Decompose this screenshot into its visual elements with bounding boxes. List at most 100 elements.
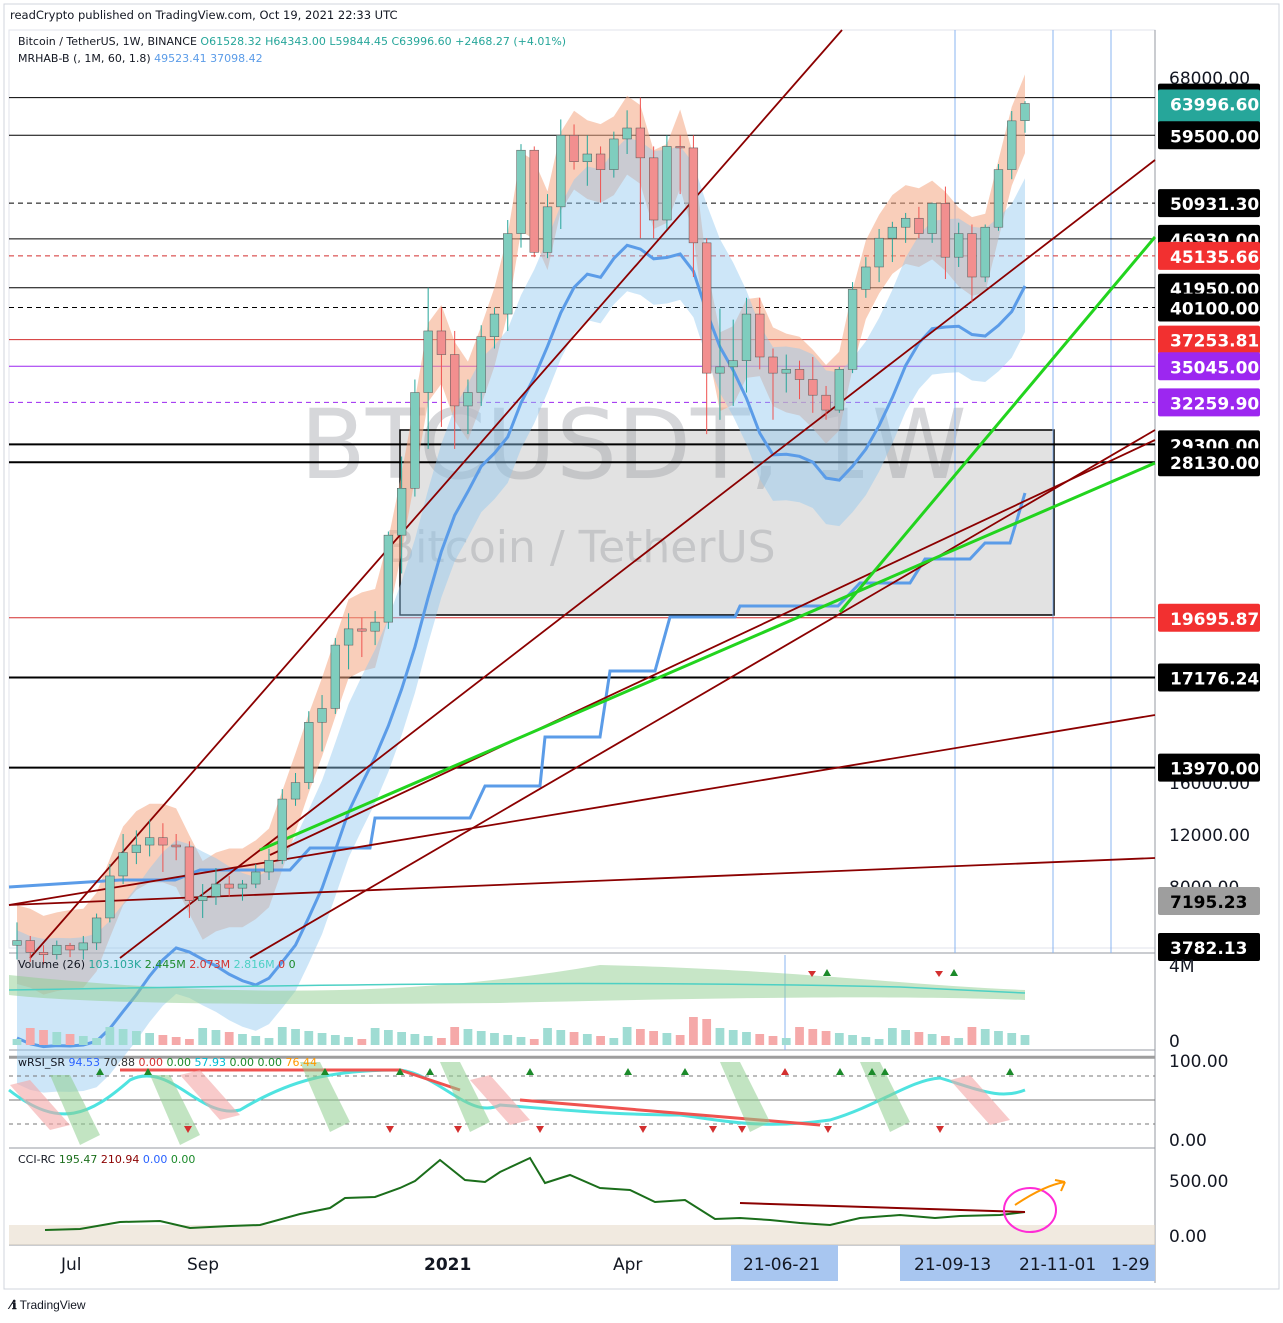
- candle-body: [78, 942, 88, 951]
- volume-bar: [450, 1027, 460, 1045]
- price-label-text: 45135.66: [1170, 248, 1259, 268]
- volume-bar: [941, 1036, 950, 1045]
- range-box: [399, 429, 1055, 616]
- tradingview-logo[interactable]: ∕ℹ TradingView: [10, 1298, 86, 1312]
- signal-arrow-icon: [738, 1126, 746, 1133]
- price-label-bg: [1158, 887, 1260, 915]
- volume-bar: [967, 1027, 977, 1045]
- trend-line: [119, 159, 1156, 959]
- signal-arrow-icon: [184, 1126, 192, 1133]
- volume-bar: [1007, 1033, 1017, 1045]
- signal-arrow-icon: [386, 1126, 394, 1133]
- rsi-axis-tick: 100.00: [1169, 1052, 1228, 1072]
- candle-body: [794, 369, 805, 380]
- price-label-text: 28130.00: [1170, 454, 1259, 474]
- candle-body: [317, 708, 327, 723]
- candle-body: [741, 313, 752, 361]
- volume-bar: [901, 1030, 911, 1045]
- cci-axis-tick: 500.00: [1169, 1172, 1228, 1192]
- volume-bar: [78, 1036, 88, 1045]
- signal-arrow-icon: [639, 1126, 647, 1133]
- candle-body: [410, 392, 420, 489]
- candle-body: [198, 896, 208, 901]
- volume-bar: [742, 1032, 751, 1045]
- candle-body: [901, 217, 911, 228]
- highlight-circle: [1003, 1187, 1057, 1233]
- candle-body: [702, 242, 712, 374]
- volume-bar: [118, 1029, 128, 1045]
- candle-body: [383, 534, 393, 623]
- cci-zero-band: [9, 1225, 1155, 1245]
- candle-body: [967, 233, 977, 278]
- candle-body: [542, 206, 553, 253]
- price-label-text: 50931.30: [1170, 195, 1259, 215]
- volume-bar: [649, 1031, 659, 1045]
- candle-body: [503, 233, 513, 315]
- volume-bar: [171, 1037, 181, 1045]
- volume-bar: [556, 1030, 566, 1045]
- symbol-legend: Bitcoin / TetherUS, 1W, BINANCE O61528.3…: [18, 35, 566, 48]
- volume-bar: [238, 1034, 247, 1045]
- candle-body: [158, 837, 168, 846]
- volume-bar: [622, 1027, 632, 1045]
- volume-bar: [808, 1029, 818, 1045]
- time-axis-highlight: 21-09-13: [900, 1245, 1005, 1281]
- volume-bar: [689, 1017, 698, 1045]
- rsi-green-band: [300, 1062, 350, 1132]
- indicator-value-1: 49523.41: [154, 52, 207, 65]
- volume-bar: [874, 1039, 884, 1045]
- time-highlight-text: 21-06-21: [743, 1255, 820, 1275]
- volume-bar: [596, 1036, 605, 1045]
- candle-body: [569, 135, 579, 162]
- volume-bar: [702, 1019, 712, 1045]
- candle-body: [224, 883, 234, 889]
- time-axis-label: 2021: [424, 1255, 471, 1275]
- volume-bar: [224, 1032, 234, 1045]
- price-label: 45135.66: [1158, 241, 1260, 270]
- price-label: 35045.00: [1158, 352, 1260, 381]
- price-label: 32259.90: [1158, 388, 1260, 417]
- volume-bar: [437, 1038, 446, 1045]
- candle-body: [609, 138, 619, 170]
- signal-arrow-icon: [836, 1068, 844, 1075]
- volume-bar: [317, 1033, 327, 1045]
- price-label: 40100.00: [1158, 293, 1260, 322]
- volume-bar: [370, 1028, 380, 1045]
- candle-body: [755, 313, 765, 358]
- symbol-name: Bitcoin / TetherUS, 1W, BINANCE: [18, 35, 197, 48]
- candle-body: [423, 330, 433, 393]
- price-label-text: 32259.90: [1170, 394, 1259, 414]
- symbol-low: L59844.45: [329, 35, 388, 48]
- candle-body: [25, 940, 35, 953]
- rsi-red-band: [10, 1080, 70, 1130]
- candle-body: [1007, 120, 1017, 170]
- signal-arrow-icon: [536, 1126, 544, 1133]
- candle-body: [861, 266, 871, 290]
- candle-body: [12, 940, 22, 946]
- price-label-bg: [1158, 352, 1260, 381]
- volume-bar: [131, 1031, 141, 1045]
- volume-bar: [887, 1028, 897, 1045]
- price-label-bg: [1158, 753, 1260, 782]
- volume-bar: [198, 1028, 208, 1045]
- volume-bar: [39, 1030, 48, 1045]
- volume-bar: [516, 1037, 526, 1045]
- candle-body: [622, 127, 632, 140]
- price-label-bg: [1158, 325, 1260, 354]
- candle-body: [847, 289, 858, 370]
- candle-body: [290, 782, 301, 800]
- rsi-green-band: [860, 1062, 910, 1132]
- price-axis-tick: 12000.00: [1169, 826, 1250, 846]
- volume-bar: [609, 1038, 619, 1045]
- volume-bar: [410, 1034, 420, 1045]
- candle-body: [635, 127, 645, 159]
- volume-bar: [490, 1033, 499, 1045]
- price-label: 37253.81: [1158, 325, 1260, 354]
- cci-line: [44, 1156, 1026, 1231]
- green-trend-line: [259, 461, 1156, 852]
- candle-body: [237, 883, 248, 889]
- time-highlight-bg: [731, 1245, 838, 1281]
- volume-bar: [277, 1027, 287, 1045]
- time-axis-highlight: 1-29: [1097, 1245, 1155, 1281]
